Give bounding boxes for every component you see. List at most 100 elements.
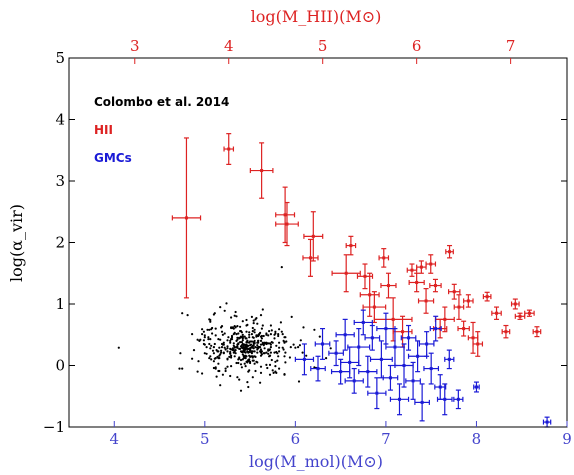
colombo-point xyxy=(223,332,226,335)
colombo-point xyxy=(241,333,244,336)
colombo-point xyxy=(256,344,259,347)
colombo-point xyxy=(249,340,252,343)
colombo-point xyxy=(230,356,233,359)
colombo-point xyxy=(240,331,243,334)
colombo-point xyxy=(198,339,201,342)
colombo-point xyxy=(249,343,253,346)
hii-point xyxy=(434,306,455,333)
colombo-point xyxy=(257,339,260,342)
hii-point xyxy=(171,137,202,299)
colombo-point xyxy=(214,366,217,369)
colombo-point xyxy=(253,355,256,358)
colombo-point xyxy=(239,335,243,338)
colombo-point xyxy=(218,346,221,349)
colombo-point xyxy=(219,306,222,309)
colombo-point xyxy=(259,343,263,346)
colombo-point xyxy=(265,363,268,366)
colombo-point xyxy=(208,342,211,346)
colombo-point xyxy=(313,328,316,331)
colombo-point xyxy=(192,349,196,352)
colombo-point xyxy=(202,339,205,342)
colombo-point xyxy=(269,346,272,349)
colombo-point xyxy=(219,353,222,356)
colombo-point xyxy=(205,352,208,355)
colombo-point xyxy=(281,333,284,336)
hii-point xyxy=(532,326,542,338)
colombo-point xyxy=(275,350,278,354)
hii-point xyxy=(510,298,520,310)
colombo-point xyxy=(267,342,270,345)
hii-point xyxy=(416,260,427,274)
gmc-point xyxy=(436,383,453,416)
x-axis-label: log(M_mol)(M⊙) xyxy=(249,452,383,471)
hii-point xyxy=(472,331,484,357)
colombo-point xyxy=(241,320,244,323)
colombo-point xyxy=(212,366,215,370)
colombo-point xyxy=(290,315,293,318)
colombo-point xyxy=(279,321,282,324)
colombo-point xyxy=(253,342,256,345)
colombo-point xyxy=(239,363,243,366)
colombo-point xyxy=(259,348,263,351)
y-tick-label: 2 xyxy=(55,234,65,252)
colombo-point xyxy=(246,360,249,363)
colombo-point xyxy=(245,330,248,333)
colombo-point xyxy=(257,346,260,349)
colombo-point xyxy=(230,354,233,357)
x2-tick-label: 4 xyxy=(224,37,234,55)
colombo-point xyxy=(232,342,235,345)
colombo-point xyxy=(191,357,194,360)
colombo-point xyxy=(270,358,273,362)
colombo-point xyxy=(260,353,263,356)
colombo-point xyxy=(215,349,218,352)
hii-point xyxy=(359,272,380,317)
colombo-point xyxy=(222,341,225,344)
hii-point xyxy=(501,324,511,339)
hii-point xyxy=(406,263,418,277)
colombo-point xyxy=(205,346,208,349)
colombo-point xyxy=(230,365,233,368)
gmc-point xyxy=(294,343,315,376)
x-tick-label: 7 xyxy=(381,430,391,448)
colombo-point xyxy=(209,355,212,358)
x2-tick-label: 7 xyxy=(506,37,516,55)
colombo-point xyxy=(251,330,254,333)
colombo-point xyxy=(237,361,240,365)
x-tick-label: 5 xyxy=(200,430,210,448)
colombo-point xyxy=(229,339,232,342)
y-tick-label: 1 xyxy=(55,295,65,313)
colombo-point xyxy=(245,337,248,340)
colombo-point xyxy=(261,342,264,346)
colombo-point xyxy=(252,319,255,322)
y-tick-label: 3 xyxy=(55,172,65,190)
colombo-point xyxy=(268,348,272,351)
colombo-point xyxy=(250,352,253,355)
colombo-point xyxy=(248,350,251,354)
colombo-point xyxy=(267,352,270,355)
hii-point xyxy=(275,201,299,247)
colombo-point xyxy=(235,333,238,336)
gmc-point xyxy=(344,367,364,394)
colombo-point xyxy=(224,369,227,373)
colombo-point xyxy=(243,356,246,359)
colombo-point xyxy=(246,381,249,384)
colombo-point xyxy=(241,336,244,339)
colombo-point xyxy=(215,375,218,378)
colombo-point xyxy=(228,355,231,358)
colombo-point xyxy=(259,381,262,384)
colombo-point xyxy=(325,357,328,360)
hii-point xyxy=(345,235,357,256)
colombo-point xyxy=(226,347,229,350)
gmc-point xyxy=(400,324,417,351)
legend-gmcs-label: GMCs xyxy=(94,151,132,165)
colombo-point xyxy=(256,361,259,364)
legend-hii-label: HII xyxy=(94,123,113,137)
colombo-point xyxy=(209,320,212,323)
colombo-point xyxy=(256,348,259,351)
colombo-point xyxy=(292,343,295,346)
colombo-point xyxy=(197,360,200,363)
colombo-point xyxy=(207,338,210,341)
colombo-point xyxy=(241,350,244,353)
colombo-point xyxy=(283,336,286,339)
colombo-point xyxy=(243,348,246,351)
